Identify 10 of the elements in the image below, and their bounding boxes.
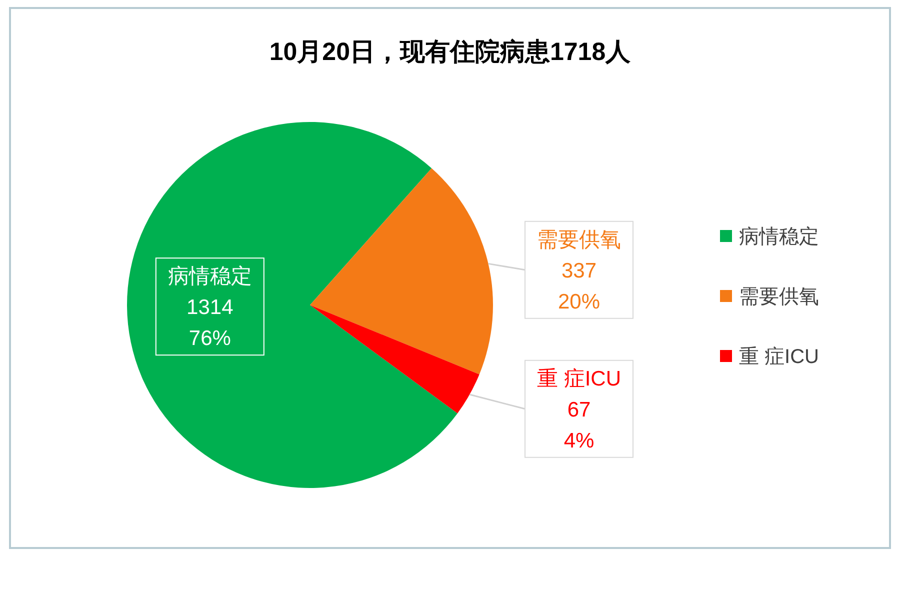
legend-label: 重 症ICU	[739, 346, 819, 368]
legend-label: 病情稳定	[739, 226, 819, 248]
data-label: 1314 76%	[186, 296, 234, 350]
data-label: 337 20%	[558, 259, 600, 314]
slice-label: 重 症ICU	[537, 367, 622, 390]
title: 10月20日，现有住院病患1718人	[269, 38, 631, 66]
slice-label: 病情稳定	[168, 265, 252, 288]
data-label: 67 4%	[564, 398, 594, 452]
legend-label: 需要供氧	[739, 286, 819, 308]
slice-label: 需要供氧	[537, 228, 622, 252]
